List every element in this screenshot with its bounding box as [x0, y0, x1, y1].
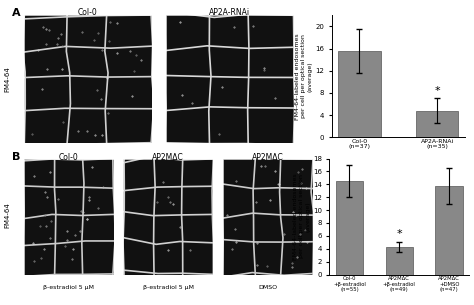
Text: *: * — [397, 229, 402, 239]
Bar — [336, 181, 363, 274]
Y-axis label: FM4-64-labeled endosomes
per cell per optical section
(average): FM4-64-labeled endosomes per cell per op… — [292, 173, 310, 260]
Text: β-estradiol 5 μM: β-estradiol 5 μM — [143, 285, 194, 290]
Text: Col-0: Col-0 — [78, 8, 98, 17]
Text: *: * — [434, 86, 440, 96]
Y-axis label: FM4-64-labeled endosomes
per cell per optical section
(average): FM4-64-labeled endosomes per cell per op… — [295, 33, 312, 120]
Text: FM4-64: FM4-64 — [4, 66, 10, 92]
Bar — [338, 51, 381, 137]
Bar — [386, 247, 413, 274]
Bar — [436, 186, 463, 274]
Text: AP2MΔC: AP2MΔC — [252, 152, 283, 162]
Text: β-estradiol 5 μM: β-estradiol 5 μM — [43, 285, 94, 290]
Text: AP2A-RNAi: AP2A-RNAi — [210, 8, 250, 17]
Text: AP2MΔC: AP2MΔC — [153, 152, 184, 162]
Bar — [416, 111, 458, 137]
Text: A: A — [12, 8, 20, 18]
Text: Col-0: Col-0 — [59, 152, 79, 162]
Text: B: B — [12, 152, 20, 163]
Text: DMSO: DMSO — [258, 285, 277, 290]
Text: FM4-64: FM4-64 — [4, 202, 10, 228]
